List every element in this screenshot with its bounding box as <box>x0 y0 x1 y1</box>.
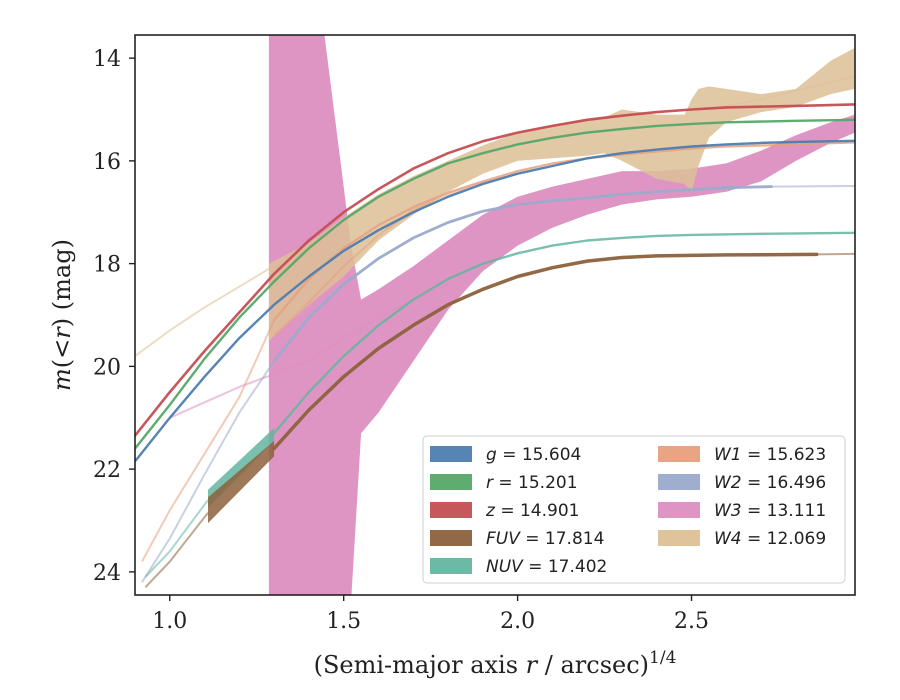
y-axis-label: m(<r) (mag) <box>48 239 76 391</box>
series-g <box>135 139 855 463</box>
legend-label-w4: W4 = 12.069 <box>714 529 826 549</box>
legend-swatch-w3 <box>658 502 700 518</box>
series-fuv-faint-line <box>144 512 209 588</box>
legend-entry-z: z = 14.901 <box>430 501 579 521</box>
series-fuv <box>144 252 855 588</box>
x-tick-label: 2.0 <box>500 609 535 634</box>
series-w3-faint-line <box>169 283 449 419</box>
x-tick-label: 1.5 <box>326 609 361 634</box>
legend-swatch-r <box>430 474 472 490</box>
legend-swatch-g <box>430 446 472 462</box>
legend: g = 15.604 r = 15.201 z = 14.901 FUV = 17.8… <box>422 435 846 584</box>
series-w1-faint-line <box>141 319 276 563</box>
series-w1-line <box>273 141 855 322</box>
legend-label-g: g = 15.604 <box>486 445 581 465</box>
legend-entry-fuv: FUV = 17.814 <box>430 529 604 549</box>
legend-label-w1: W1 = 15.623 <box>714 445 826 465</box>
legend-entry-w4: W4 = 12.069 <box>658 529 826 549</box>
legend-box <box>422 435 846 584</box>
series-nuv-line <box>272 231 855 435</box>
legend-label-nuv: NUV = 17.402 <box>486 557 607 577</box>
series-nuv-faint-line <box>144 499 209 578</box>
legend-label-r: r = 15.201 <box>486 473 578 493</box>
series-w2-tail-line <box>771 185 855 188</box>
x-tick-label: 1.0 <box>152 609 187 634</box>
axis-ticks: 1.0 1.5 2.0 2.5 14 16 18 20 22 24 <box>93 47 709 634</box>
legend-swatch-fuv <box>430 530 472 546</box>
series-w2 <box>141 185 855 583</box>
series-w2-faint-line <box>141 360 275 583</box>
series-fuv-tail-line <box>816 252 855 256</box>
legend-entry-g: g = 15.604 <box>430 445 581 465</box>
legend-swatch-z <box>430 502 472 518</box>
series-r <box>135 118 855 450</box>
legend-entry-w1: W1 = 15.623 <box>658 445 826 465</box>
legend-swatch-w2 <box>658 474 700 490</box>
legend-label-w3: W3 = 13.111 <box>714 501 826 521</box>
y-tick-label: 16 <box>93 150 121 175</box>
x-axis-label: (Semi-major axis r / arcsec)1/4 <box>314 648 677 679</box>
series-fuv-line <box>272 252 819 451</box>
y-tick-label: 24 <box>93 561 121 586</box>
y-tick-label: 20 <box>93 355 121 380</box>
series-z-line <box>135 103 855 437</box>
legend-entry-w3: W3 = 13.111 <box>658 501 826 521</box>
series-w3-band <box>268 35 855 595</box>
legend-label-w2: W2 = 16.496 <box>714 473 826 493</box>
series-r-line <box>135 118 855 450</box>
series-w4-tail-line <box>708 75 855 111</box>
series-w4 <box>135 47 855 357</box>
series-g-line <box>135 139 855 463</box>
y-tick-label: 18 <box>93 253 121 278</box>
legend-entry-nuv: NUV = 17.402 <box>430 557 607 577</box>
y-tick-label: 14 <box>93 47 121 72</box>
plot-area <box>135 35 855 595</box>
legend-swatch-w1 <box>658 446 700 462</box>
legend-entry-w2: W2 = 16.496 <box>658 473 826 493</box>
series-w4-band <box>268 47 855 341</box>
series-w2-line <box>272 185 773 363</box>
y-tick-label: 22 <box>93 458 121 483</box>
x-tick-label: 2.5 <box>674 609 709 634</box>
legend-label-fuv: FUV = 17.814 <box>486 529 604 549</box>
series-fuv-band <box>208 440 275 524</box>
plot-frame <box>134 34 856 596</box>
series-z <box>135 103 855 437</box>
legend-entry-r: r = 15.201 <box>430 473 578 493</box>
legend-swatch-nuv <box>430 558 472 574</box>
legend-swatch-w4 <box>658 530 700 546</box>
legend-label-z: z = 14.901 <box>485 501 579 521</box>
series-w4-faint-line <box>135 267 270 357</box>
series-w3 <box>169 35 855 595</box>
